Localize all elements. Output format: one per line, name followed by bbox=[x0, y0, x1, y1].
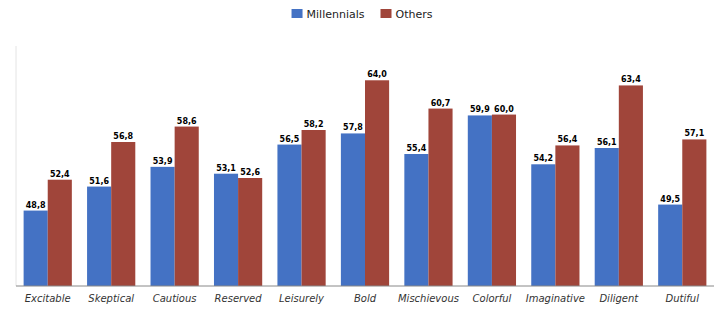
bar bbox=[175, 127, 199, 286]
bar bbox=[341, 133, 365, 286]
data-label: 51,6 bbox=[89, 177, 109, 186]
bar bbox=[619, 85, 643, 286]
legend: Millennials Others bbox=[292, 8, 433, 21]
data-label: 53,1 bbox=[216, 164, 236, 173]
data-label: 53,9 bbox=[153, 157, 173, 166]
bar bbox=[24, 211, 48, 286]
bar bbox=[277, 145, 301, 286]
bar bbox=[492, 115, 516, 286]
data-label: 52,4 bbox=[50, 170, 70, 179]
legend-label: Millennials bbox=[307, 8, 365, 21]
legend-swatch bbox=[381, 9, 392, 18]
bar bbox=[555, 145, 579, 286]
data-label: 56,8 bbox=[113, 132, 133, 141]
bar bbox=[404, 154, 428, 286]
x-tick-label: Imaginative bbox=[526, 293, 585, 304]
data-label: 54,2 bbox=[533, 154, 553, 163]
data-label: 57,8 bbox=[343, 123, 363, 132]
bar bbox=[365, 80, 389, 286]
data-label: 63,4 bbox=[621, 75, 641, 84]
bar bbox=[682, 139, 706, 286]
chart: 48,8 51,6 53,9 53,1 56,5 57,8 55,4 59,9 54,2 56,1… bbox=[0, 0, 724, 322]
data-label: 48,8 bbox=[26, 201, 46, 210]
data-label: 56,4 bbox=[558, 135, 578, 144]
bar bbox=[111, 142, 135, 286]
x-tick-label: Leisurely bbox=[279, 293, 325, 304]
data-label: 58,2 bbox=[304, 120, 324, 129]
bar bbox=[428, 109, 452, 286]
x-axis-line bbox=[16, 286, 714, 287]
data-label: 58,6 bbox=[177, 117, 197, 126]
y-range-line bbox=[16, 46, 17, 286]
x-tick-label: Mischievous bbox=[398, 293, 459, 304]
legend-swatch bbox=[292, 9, 303, 18]
legend-item: Millennials bbox=[292, 8, 365, 21]
x-tick-label: Diligent bbox=[599, 293, 639, 304]
data-label: 56,5 bbox=[280, 135, 300, 144]
data-label: 64,0 bbox=[367, 70, 387, 79]
data-label: 57,1 bbox=[684, 129, 704, 138]
x-tick-label: Dutiful bbox=[666, 293, 700, 304]
x-tick-label: Cautious bbox=[153, 293, 197, 304]
bar bbox=[595, 148, 619, 286]
data-label: 59,9 bbox=[470, 105, 490, 114]
data-label: 49,5 bbox=[660, 195, 680, 204]
x-tick-label: Bold bbox=[354, 293, 377, 304]
bar bbox=[214, 174, 238, 286]
x-tick-label: Reserved bbox=[215, 293, 263, 304]
bar bbox=[468, 115, 492, 286]
bar bbox=[48, 180, 72, 286]
data-labels: 48,8 51,6 53,9 53,1 56,5 57,8 55,4 59,9 54,2 56,1… bbox=[26, 70, 705, 209]
bar bbox=[531, 164, 555, 286]
data-label: 60,0 bbox=[494, 105, 514, 114]
bar bbox=[238, 178, 262, 286]
data-label: 56,1 bbox=[597, 138, 617, 147]
x-tick-label: Excitable bbox=[25, 293, 71, 304]
bar bbox=[87, 187, 111, 286]
data-label: 60,7 bbox=[431, 99, 451, 108]
x-tick-label: Skeptical bbox=[88, 293, 134, 304]
legend-item: Others bbox=[381, 8, 433, 21]
data-label: 55,4 bbox=[407, 144, 427, 153]
bar bbox=[658, 205, 682, 286]
bar bbox=[302, 130, 326, 286]
data-label: 52,6 bbox=[240, 168, 260, 177]
bars bbox=[24, 80, 707, 286]
x-tick-label: Colorful bbox=[473, 293, 512, 304]
bar bbox=[151, 167, 175, 286]
legend-label: Others bbox=[396, 8, 433, 21]
